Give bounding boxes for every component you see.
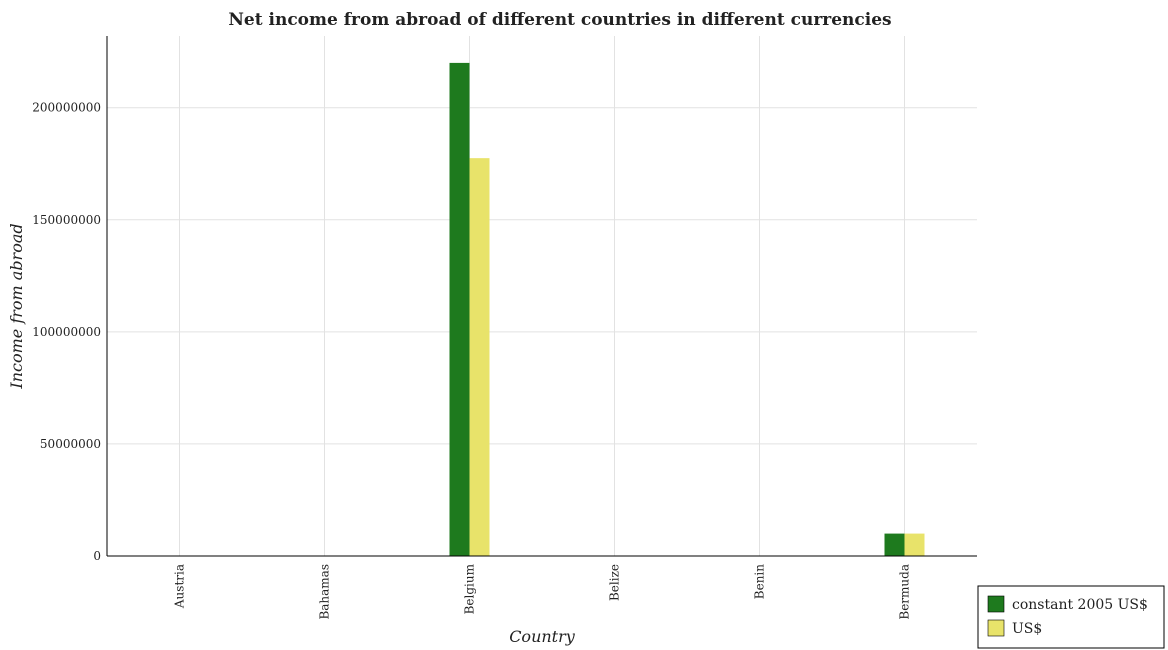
bars	[449, 62, 925, 557]
x-tick-label: Belize	[608, 564, 622, 601]
legend-swatch	[987, 595, 1005, 613]
legend-swatch	[987, 619, 1005, 637]
chart-title: Net income from abroad of different coun…	[228, 10, 891, 30]
bar-usd-belgium	[469, 158, 490, 557]
y-tick-label: 200000000	[32, 101, 101, 115]
bar-constant-2005-usd-bermuda	[884, 533, 905, 556]
y-tick-label: 0	[93, 549, 101, 563]
bar-usd-bermuda	[904, 533, 925, 556]
x-tick-label: Bermuda	[898, 564, 912, 620]
legend-label: US$	[1012, 621, 1042, 637]
x-tick-label: Benin	[753, 564, 767, 599]
legend-box	[977, 585, 1165, 649]
y-tick-label: 150000000	[32, 213, 101, 227]
legend-label: constant 2005 US$	[1012, 597, 1148, 613]
x-tick-label: Bahamas	[318, 564, 332, 620]
bar-constant-2005-usd-belgium	[449, 62, 470, 557]
y-tick-label: 100000000	[32, 325, 101, 339]
grid	[107, 36, 977, 557]
x-tick-label: Belgium	[463, 563, 477, 614]
axes: 0 50000000 100000000 150000000 200000000 Aust…	[32, 36, 977, 620]
x-tick-label: Austria	[173, 564, 187, 609]
y-tick-label: 50000000	[40, 437, 101, 451]
y-axis-label: Income from abroad	[7, 223, 26, 389]
x-axis-label: Country	[509, 627, 576, 646]
plot-area	[107, 36, 977, 556]
legend: constant 2005 US$ US$	[977, 585, 1165, 649]
